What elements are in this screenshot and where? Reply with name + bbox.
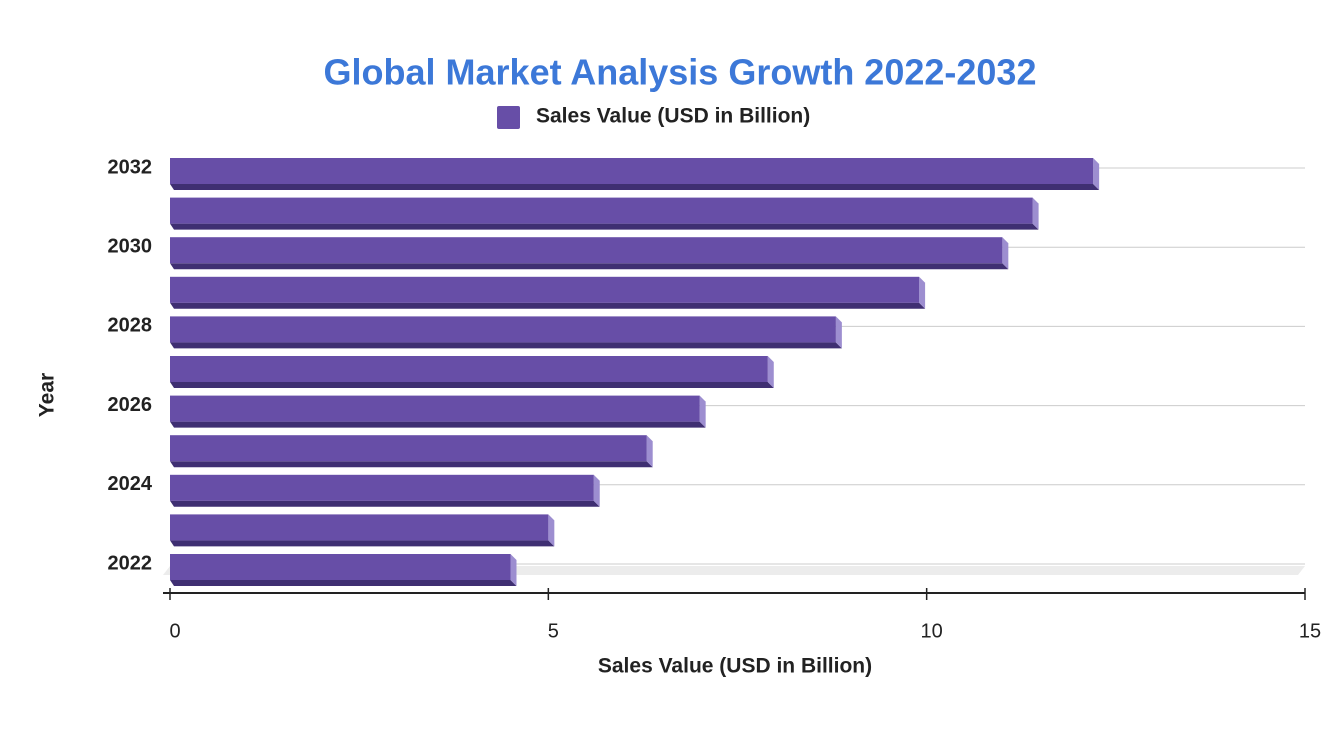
- bar: [170, 158, 1094, 184]
- bar-side: [919, 276, 926, 309]
- bar: [170, 356, 768, 382]
- bar: [170, 474, 594, 501]
- x-axis-title: Sales Value (USD in Billion): [598, 655, 872, 678]
- y-tick-label: 2032: [108, 156, 153, 178]
- x-tick-label: 5: [548, 620, 559, 642]
- bar-side: [1093, 158, 1100, 190]
- bar-bottom: [170, 382, 774, 388]
- bar: [170, 514, 549, 541]
- bar: [170, 435, 647, 462]
- bar-bottom: [170, 223, 1039, 230]
- bar-bottom: [170, 540, 555, 547]
- bar-side: [593, 474, 600, 507]
- bar-bottom: [170, 263, 1009, 270]
- bar-side: [646, 435, 653, 468]
- x-tick-label: 10: [921, 620, 943, 642]
- y-tick-label: 2022: [108, 552, 153, 574]
- bar-side: [1032, 197, 1039, 230]
- y-tick-label: 2030: [108, 235, 153, 257]
- y-tick-label: 2028: [108, 315, 153, 337]
- y-axis-title: Year: [36, 373, 59, 417]
- x-tick-label: 15: [1299, 620, 1321, 642]
- bar-bottom: [170, 184, 1100, 190]
- chart-title: Global Market Analysis Growth 2022-2032: [324, 52, 1037, 93]
- bar: [170, 276, 920, 303]
- legend-label: Sales Value (USD in Billion): [536, 105, 810, 128]
- bar-bottom: [170, 500, 600, 507]
- bar-bottom: [170, 580, 517, 586]
- bar-side: [835, 316, 842, 349]
- bar-bottom: [170, 302, 926, 309]
- y-tick-label: 2024: [108, 473, 153, 495]
- bar-side: [548, 514, 555, 547]
- bar-side: [767, 356, 774, 388]
- bar: [170, 395, 700, 422]
- bar-side: [510, 554, 517, 586]
- bar-bottom: [170, 342, 842, 349]
- bar: [170, 554, 511, 580]
- bar: [170, 316, 836, 343]
- bar: [170, 237, 1003, 264]
- bar-side: [1002, 237, 1009, 270]
- legend-swatch: [497, 106, 520, 129]
- x-tick-label: 0: [169, 620, 180, 642]
- bar: [170, 197, 1033, 224]
- bar-bottom: [170, 421, 706, 428]
- bar-side: [699, 395, 706, 428]
- bar-bottom: [170, 461, 653, 468]
- y-tick-label: 2026: [108, 394, 153, 416]
